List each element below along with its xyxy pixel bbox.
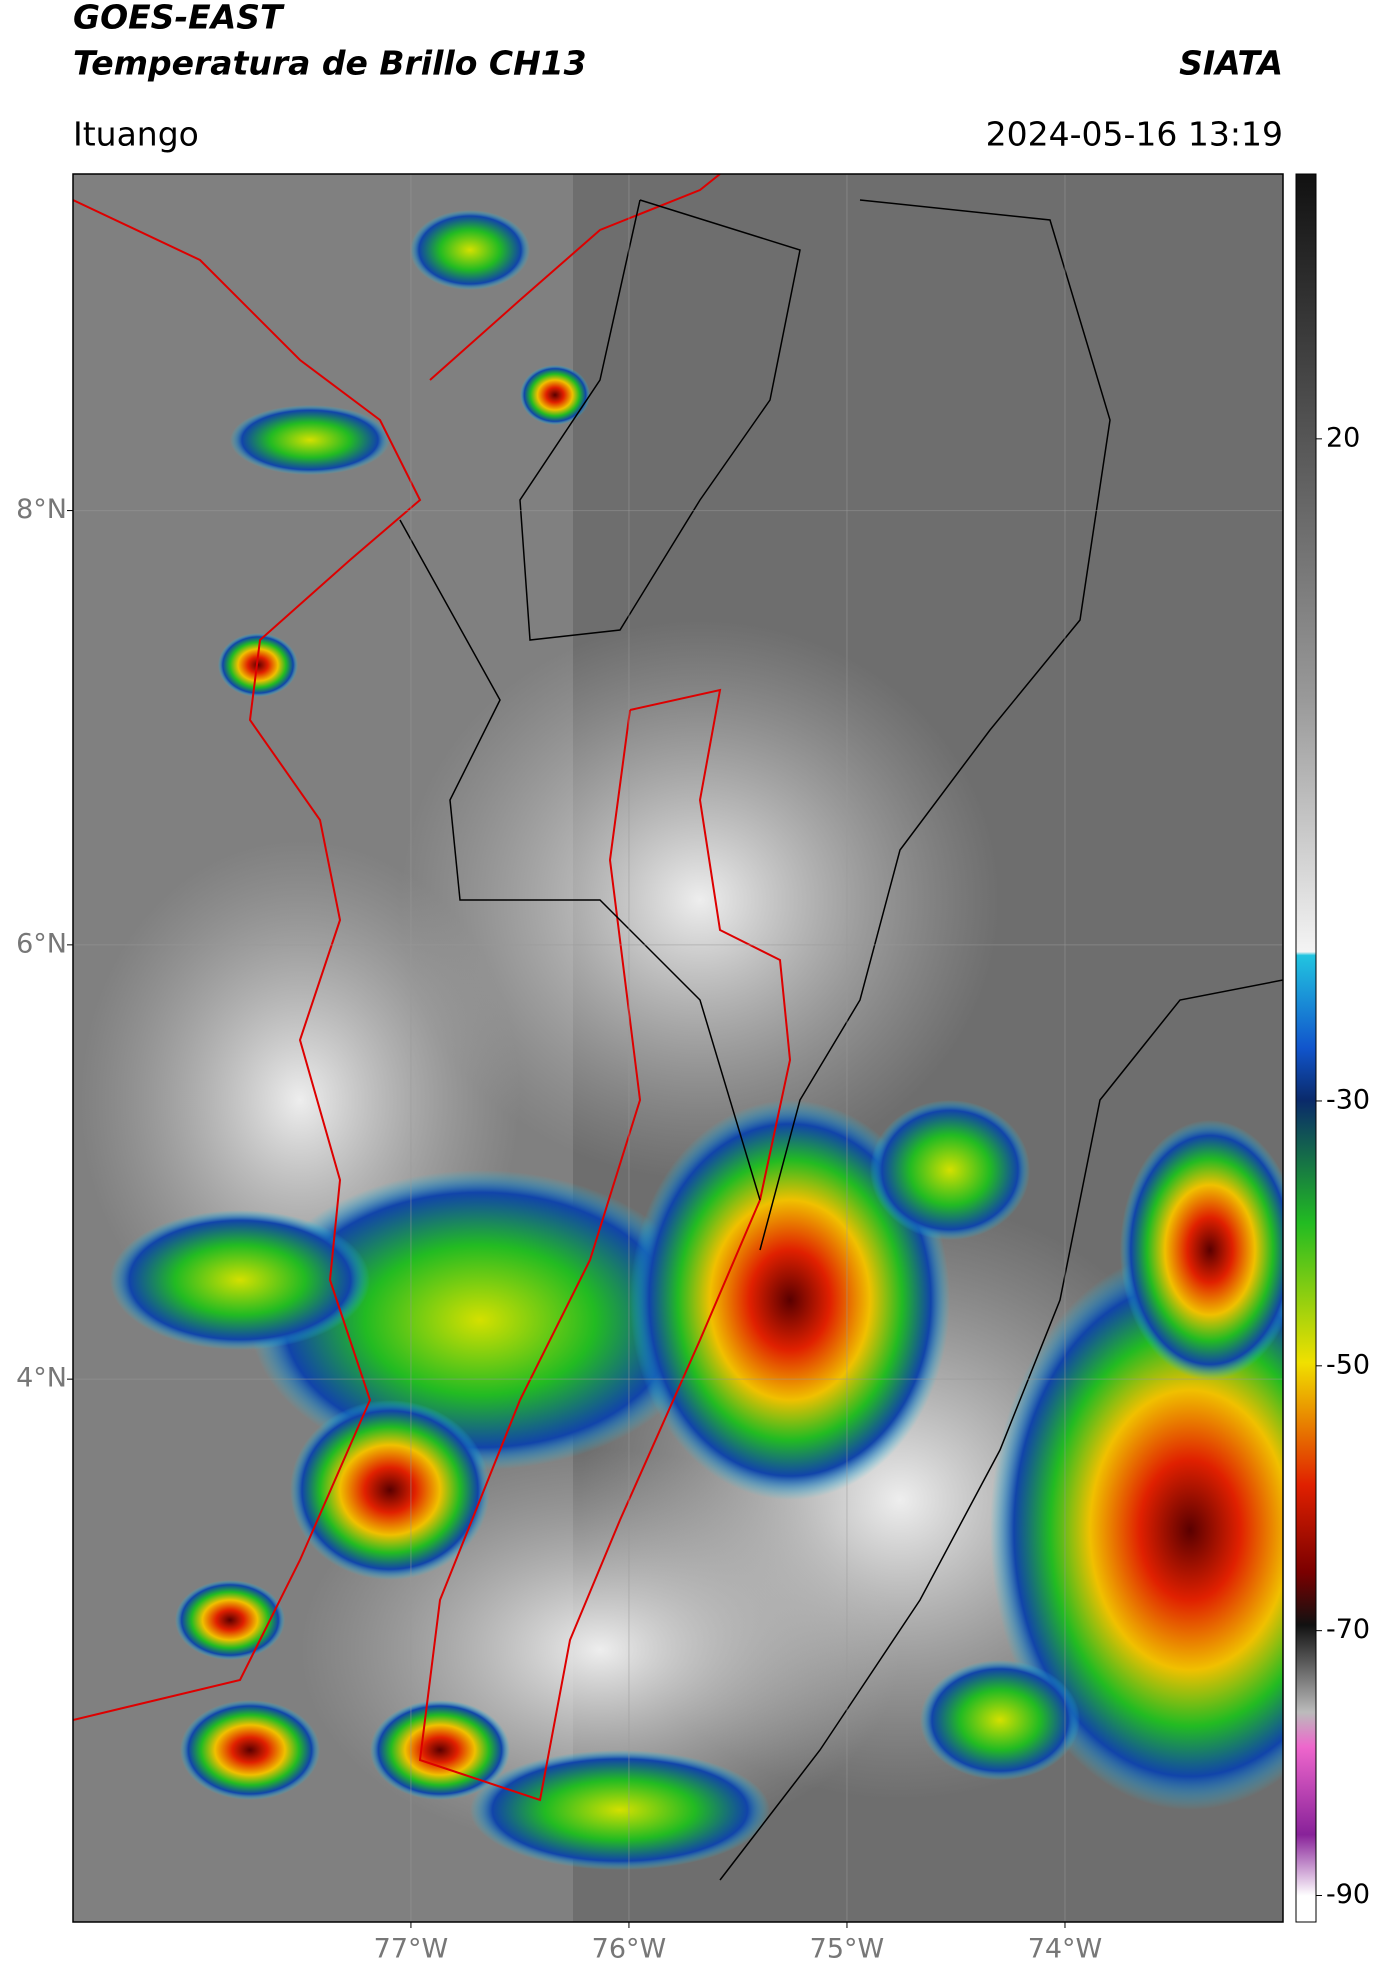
colorbar <box>1295 173 1317 1923</box>
y-tick-label: 8°N <box>16 494 67 525</box>
x-tick-label: 75°W <box>810 1934 885 1965</box>
map-frame <box>72 173 1284 1923</box>
colorbar-tick-label: -90 <box>1326 1879 1370 1910</box>
y-tick-label: 6°N <box>16 928 67 959</box>
satellite-image <box>73 174 1283 1922</box>
source: SIATA <box>1179 44 1283 83</box>
colorbar-tick-label: -50 <box>1326 1349 1370 1380</box>
colorbar-tick-label: -30 <box>1326 1084 1370 1115</box>
x-tick-label: 74°W <box>1028 1934 1103 1965</box>
x-tick-label: 77°W <box>374 1934 449 1965</box>
datetime: 2024-05-16 13:19 <box>986 115 1283 154</box>
subtitle: Temperatura de Brillo CH13 <box>73 44 587 83</box>
location: Ituango <box>73 115 199 154</box>
y-tick-label: 4°N <box>16 1363 67 1394</box>
x-tick-label: 76°W <box>592 1934 667 1965</box>
colorbar-tick-label: -70 <box>1326 1614 1370 1645</box>
colorbar-tick-label: 20 <box>1326 422 1360 453</box>
title: GOES-EAST <box>73 0 285 37</box>
